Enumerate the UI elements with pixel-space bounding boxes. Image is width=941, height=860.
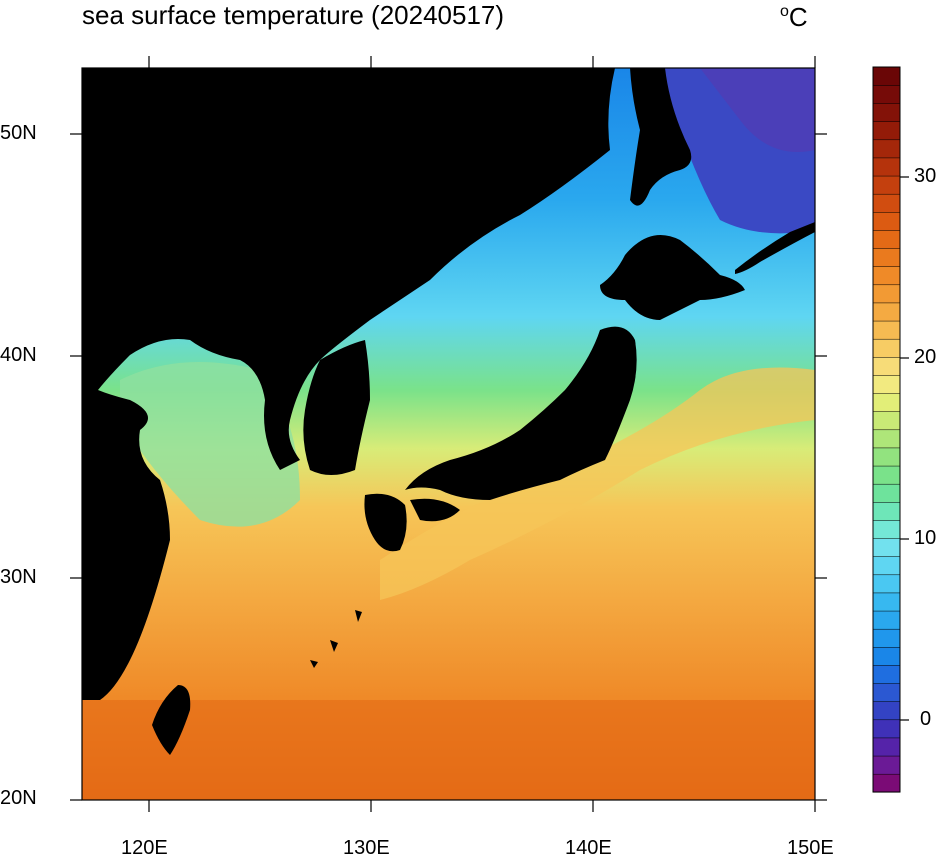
sst-field: [82, 68, 815, 800]
colorbar-segment: [872, 773, 901, 793]
colorbar-segment: [872, 356, 901, 376]
colorbar-segment: [872, 338, 901, 358]
colorbar-segment: [872, 628, 901, 648]
colorbar-frame: [872, 66, 901, 793]
x-tick-label: 150E: [787, 837, 834, 859]
colorbar-segment: [872, 755, 901, 775]
okhotsk-coldest-region: [700, 68, 815, 152]
colorbar-segment: [872, 501, 901, 521]
taiwan: [152, 685, 191, 755]
korea-peninsula: [303, 340, 370, 475]
colorbar-label: 10: [914, 527, 937, 549]
colorbar-segment: [872, 429, 901, 449]
x-axis-ticks: [148, 56, 816, 812]
colorbar-segment: [872, 229, 901, 249]
y-tick-label: 50N: [0, 122, 37, 144]
colorbar-segment: [872, 211, 901, 231]
colorbar-segment: [872, 139, 901, 159]
yellow-sea-region: [120, 362, 300, 527]
colorbar-segment: [872, 737, 901, 757]
colorbar-label: 20: [914, 346, 937, 368]
ryukyu-islands: [310, 610, 362, 668]
colorbar-segment: [872, 610, 901, 630]
colorbar-label: 30: [914, 165, 937, 187]
colorbar-segment: [872, 701, 901, 721]
x-tick-label: 120E: [121, 837, 168, 859]
colorbar-segment: [872, 66, 901, 86]
colorbar-segment: [872, 302, 901, 322]
shikoku: [410, 498, 460, 522]
x-tick-label: 130E: [343, 837, 390, 859]
colorbar-segment: [872, 574, 901, 594]
colorbar-segment: [872, 483, 901, 503]
colorbar-segment: [872, 556, 901, 576]
y-axis-ticks: [70, 133, 827, 801]
honshu: [405, 326, 637, 500]
colorbar-segment: [872, 719, 901, 739]
asia-mainland: [82, 68, 615, 700]
unit-label: oC: [780, 2, 808, 32]
colorbar-label: 0: [920, 708, 932, 730]
chart-title: sea surface temperature (20240517): [82, 0, 505, 30]
colorbar-segment: [872, 193, 901, 213]
colorbar-segment: [872, 374, 901, 394]
colorbar-ticks: [900, 176, 909, 721]
sakhalin: [630, 68, 692, 206]
plot-frame: [81, 67, 816, 801]
kuril-islands: [735, 222, 815, 274]
hokkaido: [600, 235, 745, 320]
colorbar-segment: [872, 284, 901, 304]
colorbar-segment: [872, 266, 901, 286]
kyushu: [364, 493, 407, 552]
y-tick-label: 40N: [0, 344, 37, 366]
y-tick-label: 20N: [0, 787, 37, 809]
colorbar-segment: [872, 248, 901, 267]
colorbar-segment: [872, 538, 901, 557]
kuroshio-current: [380, 367, 815, 600]
tropical-warm-band: [82, 700, 815, 800]
colorbar-segment: [872, 664, 901, 684]
colorbar-segment: [872, 683, 901, 702]
colorbar-segment: [872, 320, 901, 340]
colorbar-segment: [872, 103, 901, 122]
colorbar-segment: [872, 646, 901, 666]
colorbar-segment: [872, 175, 901, 195]
colorbar-segment: [872, 465, 901, 485]
colorbar: [872, 66, 901, 793]
colorbar-segment: [872, 121, 901, 141]
x-tick-label: 140E: [565, 837, 612, 859]
y-tick-label: 30N: [0, 566, 37, 588]
colorbar-segment: [872, 411, 901, 431]
colorbar-segment: [872, 157, 901, 177]
colorbar-segment: [872, 447, 901, 467]
land: [82, 68, 815, 755]
colorbar-segment: [872, 519, 901, 539]
colorbar-segment: [872, 592, 901, 612]
colorbar-segment: [872, 84, 901, 104]
colorbar-segment: [872, 393, 901, 412]
